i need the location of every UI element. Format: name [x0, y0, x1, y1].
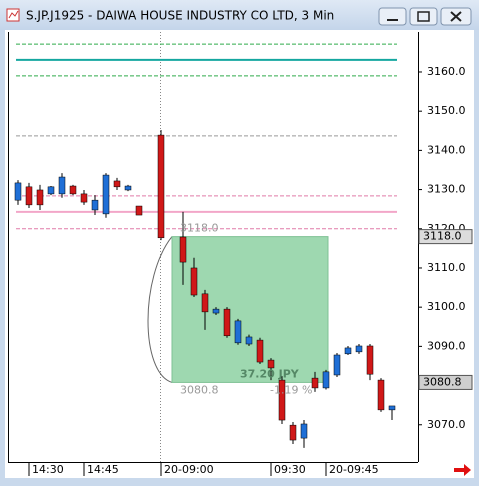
- y-tick-label: 3070.0: [427, 418, 466, 431]
- candle-body: [190, 267, 198, 296]
- scroll-arrow[interactable]: [454, 464, 471, 476]
- candle-body: [322, 371, 330, 389]
- candle-body: [289, 424, 297, 441]
- candle-body: [36, 189, 44, 206]
- x-tick-label: 09:30: [274, 463, 306, 476]
- candle-body: [377, 379, 385, 411]
- candle-body: [69, 185, 77, 195]
- candle-body: [311, 377, 319, 389]
- candle-body: [355, 345, 363, 353]
- x-tick-label: 14:30: [32, 463, 64, 476]
- window-icon: [6, 8, 20, 22]
- y-tick-label: 3100.0: [427, 300, 466, 313]
- x-tick-label: 14:45: [87, 463, 119, 476]
- candle-body: [201, 293, 209, 313]
- window-title: S.JP.J1925 - DAIWA HOUSE INDUSTRY CO LTD…: [26, 9, 334, 23]
- measure-start-label: 3118.0: [180, 222, 219, 235]
- restore-button[interactable]: [409, 7, 438, 26]
- plot: 3070.03090.03100.03110.03120.03130.03140…: [14, 43, 473, 476]
- y-tick-label: 3160.0: [427, 65, 466, 78]
- candle-body: [113, 180, 121, 188]
- measure-percent-label: -1.19 %: [270, 383, 312, 396]
- candle-body: [91, 199, 99, 211]
- price-marker-box: [418, 229, 473, 245]
- candle-body: [223, 308, 231, 337]
- candle-body: [102, 174, 110, 215]
- candle-body: [267, 359, 275, 369]
- window-buttons: [378, 7, 472, 26]
- candle-body: [344, 347, 352, 355]
- close-glyph: [450, 11, 462, 22]
- x-tick-label: 20-09:45: [329, 463, 379, 476]
- candle-body: [212, 308, 220, 314]
- candle-body: [124, 185, 132, 191]
- y-tick-label: 3130.0: [427, 183, 466, 196]
- candle-body: [58, 176, 66, 195]
- minimize-button[interactable]: [378, 7, 407, 26]
- candle-body: [388, 405, 396, 411]
- y-tick-label: 3090.0: [427, 339, 466, 352]
- candle-body: [25, 186, 33, 206]
- candle-body: [14, 182, 22, 201]
- candle-body: [47, 186, 55, 195]
- candle-body: [256, 339, 264, 363]
- candle-body: [300, 423, 308, 439]
- y-tick-label: 3110.0: [427, 261, 466, 274]
- y-tick-label: 3140.0: [427, 143, 466, 156]
- price-marker-label: 3118.0: [423, 230, 462, 243]
- price-marker-box: [418, 374, 473, 390]
- window-icon-glyph: [8, 10, 19, 19]
- candle-body: [333, 354, 341, 376]
- candle-body: [278, 379, 286, 421]
- y-tick-label: 3150.0: [427, 104, 466, 117]
- candle-body: [80, 193, 88, 203]
- candle-body: [234, 320, 242, 344]
- candle-body: [157, 134, 165, 239]
- candle-body: [366, 345, 374, 375]
- measure-box: [171, 236, 329, 383]
- restore-glyph: [417, 11, 430, 22]
- candle-body: [179, 236, 187, 263]
- measure-change-label: 37.20 JPY: [240, 367, 300, 380]
- candle-body: [245, 336, 253, 345]
- measure-end-label: 3080.8: [180, 383, 219, 396]
- price-marker-label: 3080.8: [423, 375, 462, 388]
- x-tick-label: 20-09:00: [164, 463, 214, 476]
- measure-arc: [147, 236, 173, 383]
- candle-body: [135, 205, 143, 216]
